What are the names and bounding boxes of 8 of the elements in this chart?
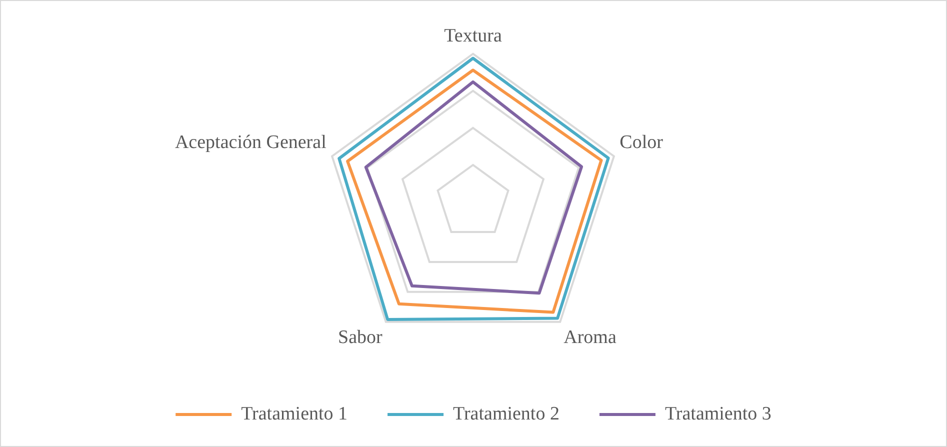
spoke-label: Color bbox=[620, 132, 664, 153]
spoke-label: Aroma bbox=[564, 327, 617, 348]
spoke-label: Sabor bbox=[338, 327, 384, 348]
spoke-label: Aceptación General bbox=[174, 132, 326, 153]
legend-label: Tratamiento 1 bbox=[241, 403, 348, 424]
spoke-label: Textura bbox=[444, 25, 502, 46]
legend-label: Tratamiento 3 bbox=[664, 403, 772, 424]
legend-label: Tratamiento 2 bbox=[453, 403, 560, 424]
